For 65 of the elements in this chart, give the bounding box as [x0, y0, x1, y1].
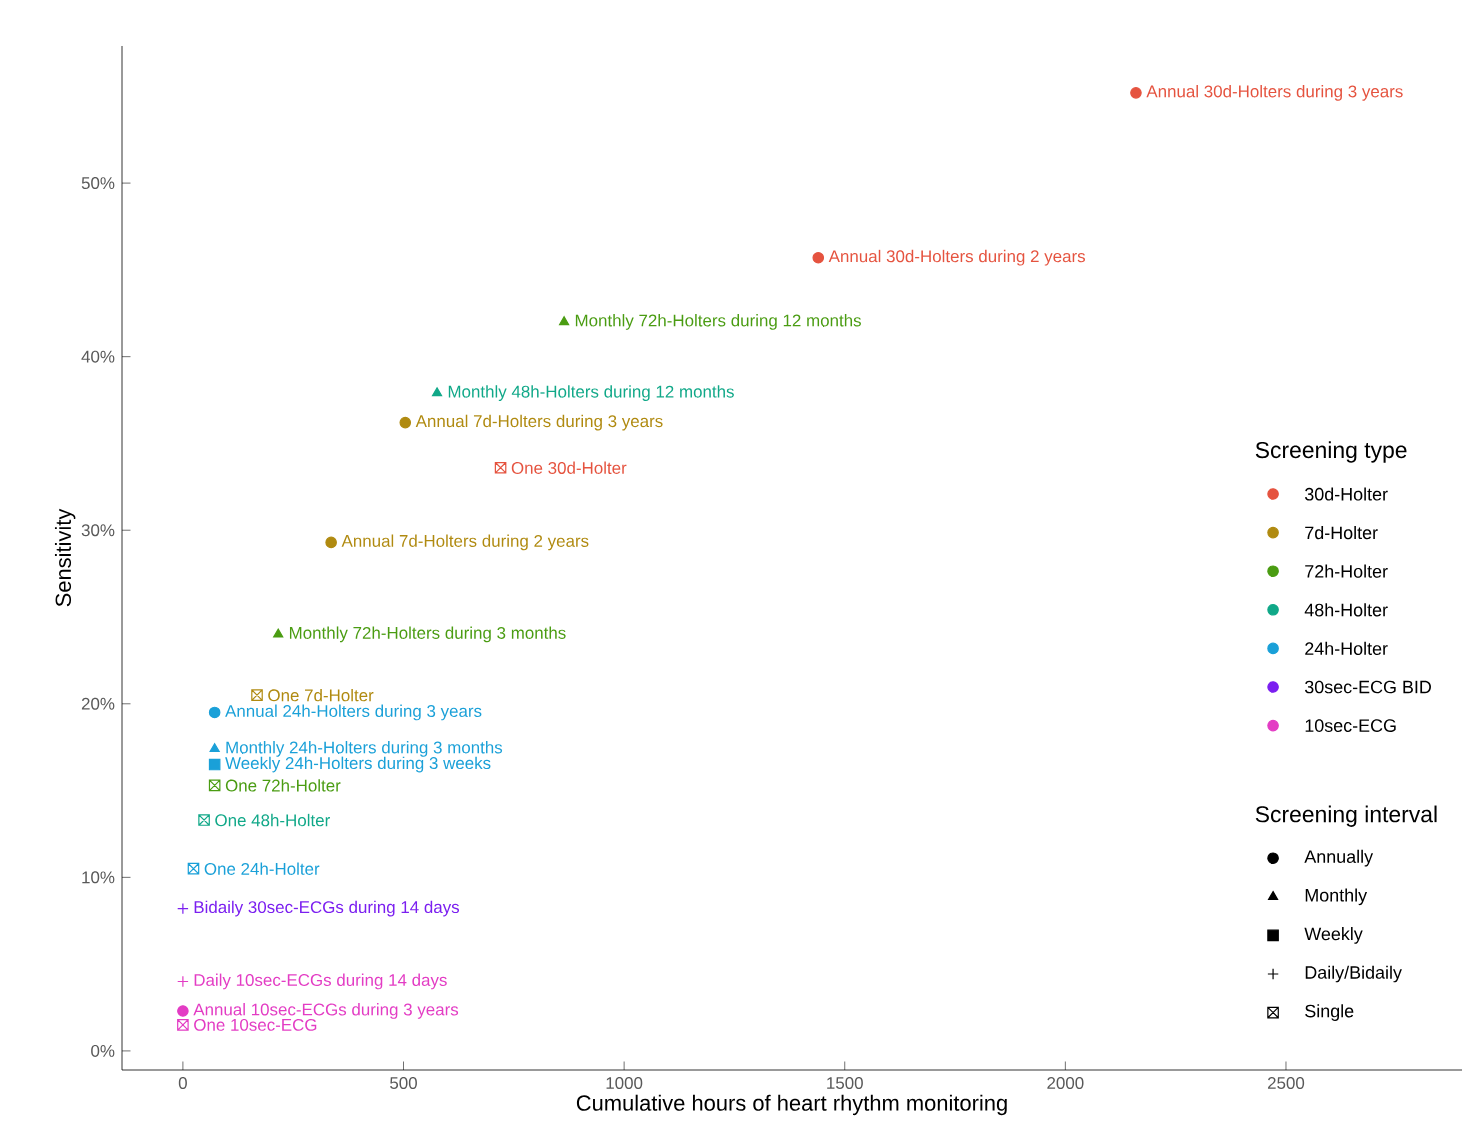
point [177, 1019, 189, 1031]
annotation: Daily 10sec-ECGs during 14 days [194, 973, 447, 990]
annotation: Monthly 24h-Holters during 3 months [226, 741, 503, 757]
annotation: Screening interval [1255, 805, 1437, 827]
point [187, 862, 200, 875]
legend-label: 10sec-ECG [1305, 719, 1396, 732]
annotation: Monthly 48h-Holters during 12 months [448, 385, 734, 401]
x-tick-label: 2000 [1047, 1077, 1084, 1090]
point [325, 536, 337, 549]
legend-label: Weekly [1304, 927, 1363, 944]
annotation: Annual 30d-Holters during 2 years [828, 249, 1085, 266]
x-tick-label: 2500 [1267, 1077, 1305, 1090]
point [273, 628, 284, 638]
annotation: One 10sec-ECG [194, 1018, 317, 1031]
annotation: One 30d-Holter [511, 461, 627, 474]
annotation: One 24h-Holter [204, 862, 320, 875]
y-tick-label: 50% [81, 177, 115, 190]
legend-label: Daily/Bidaily [1305, 965, 1402, 983]
legend-label: Monthly [1305, 888, 1368, 906]
annotation: Annual 30d-Holters during 3 years [1146, 84, 1403, 101]
point [251, 689, 263, 701]
legend-label: Annually [1304, 849, 1374, 867]
annotation: Annual 10sec-ECGs during 3 years [193, 1003, 459, 1019]
legend-label: 24h-Holter [1305, 641, 1388, 655]
point [494, 461, 507, 474]
annotation: Annual 7d-Holters during 3 years [415, 414, 663, 431]
point [177, 902, 189, 915]
x-tick-label: 0 [178, 1077, 187, 1090]
point [812, 251, 825, 264]
annotation: Monthly 72h-Holters during 12 months [575, 314, 861, 330]
point [198, 814, 210, 826]
annotation: One 7d-Holter [268, 688, 374, 702]
y-tick-label: 20% [81, 697, 115, 710]
annotation: Monthly 72h-Holters during 3 months [289, 626, 566, 643]
legend-label: 48h-Holter [1304, 603, 1388, 617]
y-tick-label: 10% [82, 871, 115, 884]
point [559, 316, 570, 326]
point [1130, 87, 1142, 99]
legend-label: 30d-Holter [1304, 487, 1388, 501]
point [177, 1005, 189, 1017]
point [208, 758, 221, 771]
legend-label: Single [1305, 1004, 1354, 1021]
x-tick-label: 1000 [606, 1077, 643, 1090]
point [208, 706, 221, 719]
annotation: Annual 24h-Holters during 3 years [225, 704, 482, 721]
point [208, 779, 221, 792]
legend-title: Screening type [1255, 441, 1407, 463]
y-tick-label: 40% [81, 350, 115, 363]
x-tick-label: 500 [390, 1077, 417, 1090]
y-tick-label: 0% [91, 1044, 115, 1057]
x-tick-label: 1500 [827, 1077, 863, 1090]
point [431, 387, 443, 397]
annotation: Annual 7d-Holters during 2 years [341, 534, 589, 551]
legend-label: 72h-Holter [1305, 564, 1388, 578]
annotation: One 72h-Holter [225, 779, 341, 792]
annotation: Weekly 24h-Holters during 3 weeks [225, 756, 491, 773]
annotation: Bidaily 30sec-ECGs during 14 days [194, 900, 460, 917]
annotation: One 48h-Holter [215, 813, 330, 827]
point [399, 416, 412, 429]
legend-label: 30sec-ECG BID [1304, 680, 1431, 694]
x-axis-title: Cumulative hours of heart rhythm monitoring [576, 1094, 1007, 1116]
y-axis-title: Sensitivity [54, 508, 76, 607]
y-tick-label: 30% [81, 524, 115, 537]
point [209, 743, 220, 753]
legend-label: 7d-Holter [1305, 526, 1378, 540]
